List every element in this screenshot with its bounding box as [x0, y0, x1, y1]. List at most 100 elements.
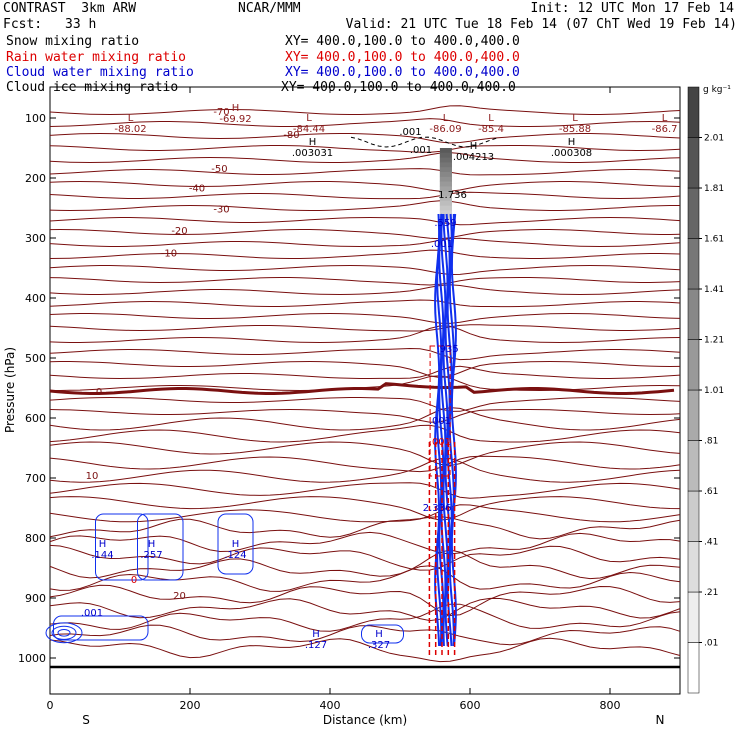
fcst-value: 33 h — [65, 17, 97, 32]
temperature-contour-line — [49, 249, 681, 259]
temperature-contour-line — [49, 549, 681, 580]
x-axis-right-end: N — [656, 713, 665, 727]
y-tick-label: 300 — [25, 232, 46, 245]
temperature-contour-line — [49, 365, 681, 380]
extremum-marker: H — [232, 539, 240, 550]
extremum-marker: L — [443, 113, 449, 124]
extremum-marker: H — [148, 539, 156, 550]
temperature-contour-line — [49, 458, 681, 483]
colorbar-cell — [687, 591, 700, 643]
colorbar-tick-label: 1.81 — [704, 184, 724, 194]
legend-snow-name: Snow mixing ratio — [6, 34, 140, 49]
y-tick-label: 1000 — [18, 652, 46, 665]
contour-value-label: 1.736 — [438, 190, 467, 201]
temperature-contour-line — [49, 277, 681, 286]
temperature-contour-label: -50 — [211, 164, 227, 175]
colorbar-cell — [687, 490, 700, 542]
extremum-value: .127 — [305, 640, 327, 651]
temperature-contour-label: 10 — [86, 471, 99, 482]
temperature-contour-line — [49, 284, 681, 296]
temperature-contour-line — [49, 312, 681, 324]
colorbar-tick-label: 1.61 — [704, 235, 724, 245]
temperature-contour-line — [49, 324, 681, 332]
extremum-value: .257 — [140, 550, 162, 561]
temperature-contour-line — [49, 603, 681, 632]
temperature-contour-line — [49, 396, 681, 412]
temperature-contour-line — [49, 325, 681, 344]
extremum-value: -69.92 — [219, 114, 251, 125]
extremum-value: -85.88 — [559, 124, 591, 135]
temperature-contour-line — [49, 264, 681, 276]
contour-value-label: .935 — [436, 344, 458, 355]
colorbar-cell — [687, 389, 700, 441]
temperature-contour-label: -40 — [189, 184, 205, 195]
y-tick-label: 700 — [25, 472, 46, 485]
temperature-contour-line — [49, 299, 681, 308]
y-tick-label: 800 — [25, 532, 46, 545]
temperature-contours: -80 -50 -40 -30 -20 -10 0 10 20 — [49, 105, 681, 663]
legend-snow-xy: XY= 400.0,100.0 to 400.0,400.0 — [285, 34, 520, 49]
temperature-contour-line — [49, 516, 681, 540]
contour-value-label: .001 — [410, 145, 432, 156]
extremum-marker: H — [375, 629, 383, 640]
colorbar-tick-label: 2.01 — [704, 134, 724, 144]
extremum-marker: H — [232, 103, 240, 114]
cloud-water-contour — [361, 624, 404, 644]
colorbar-tick-label: .21 — [704, 588, 718, 598]
temperature-contour-line — [49, 360, 681, 379]
cloud-water-contours — [45, 513, 404, 644]
temperature-contour-label: -10 — [161, 248, 177, 259]
colorbar-cell — [687, 187, 700, 239]
contour-value-label: .001 — [431, 239, 453, 250]
temperature-contour-line — [49, 168, 681, 176]
extremum-marker: L — [572, 113, 578, 124]
temperature-contour-line — [49, 482, 681, 499]
cloud-water-contour — [436, 213, 443, 647]
cloud-water-contour — [45, 622, 83, 644]
legend-rain-name: Rain water mixing ratio — [6, 50, 187, 65]
x-tick-label: 400 — [320, 699, 341, 712]
extremum-value: .003031 — [292, 148, 333, 159]
temperature-contour-label: -30 — [213, 205, 229, 216]
extremum-value: .144 — [91, 550, 113, 561]
extremum-value: .004213 — [453, 152, 494, 163]
model-title: CONTRAST 3km ARW — [3, 1, 137, 16]
contour-value-label: 0 — [131, 575, 137, 586]
temperature-contour-line — [49, 152, 681, 164]
zero-degree-contour — [49, 382, 675, 395]
temperature-contour-label: -80 — [283, 130, 299, 141]
temperature-contour-line — [49, 584, 681, 617]
colorbar-cell — [687, 642, 700, 694]
temperature-contour-label: -20 — [171, 226, 187, 237]
temperature-contour-line — [49, 531, 681, 555]
extremum-marker: H — [309, 137, 317, 148]
y-tick-label: 600 — [25, 412, 46, 425]
temperature-contour-label: 20 — [173, 591, 186, 602]
temperature-contour-line — [49, 191, 681, 200]
y-tick-label: 900 — [25, 592, 46, 605]
extremum-value: .124 — [224, 550, 246, 561]
cloud-water-contour — [51, 625, 77, 640]
x-axis-label: Distance (km) — [323, 713, 407, 727]
cloud-water-contour — [217, 513, 254, 575]
colorbar-tick-label: .81 — [704, 437, 718, 447]
temperature-contour-line — [49, 407, 681, 431]
contour-labels: H-69.92L-88.02L-84.44L-86.09L-85.4L-85.8… — [81, 103, 678, 651]
temperature-contour-line — [49, 637, 681, 663]
init-time: Init: 12 UTC Mon 17 Feb 14 — [530, 1, 735, 16]
extremum-marker: H — [470, 141, 478, 152]
colorbar-tick-label: .01 — [704, 639, 718, 649]
x-tick-label: 200 — [180, 699, 201, 712]
temperature-contour-line — [49, 200, 680, 212]
legend-cloudwater-xy: XY= 400.0,100.0 to 400.0,400.0 — [285, 65, 520, 80]
temperature-contour-line — [49, 504, 681, 523]
extremum-marker: L — [488, 113, 494, 124]
colorbar-tick-label: .61 — [704, 487, 718, 497]
axes: 0 200 400 600 800100200300400500600700800900… — [18, 87, 680, 712]
colorbar-cell — [687, 440, 700, 492]
extremum-value: .327 — [368, 640, 390, 651]
temperature-contour-line — [49, 455, 681, 473]
temperature-contour-line — [49, 180, 681, 192]
colorbar-cell — [687, 541, 700, 593]
temperature-contour-line — [49, 216, 681, 226]
